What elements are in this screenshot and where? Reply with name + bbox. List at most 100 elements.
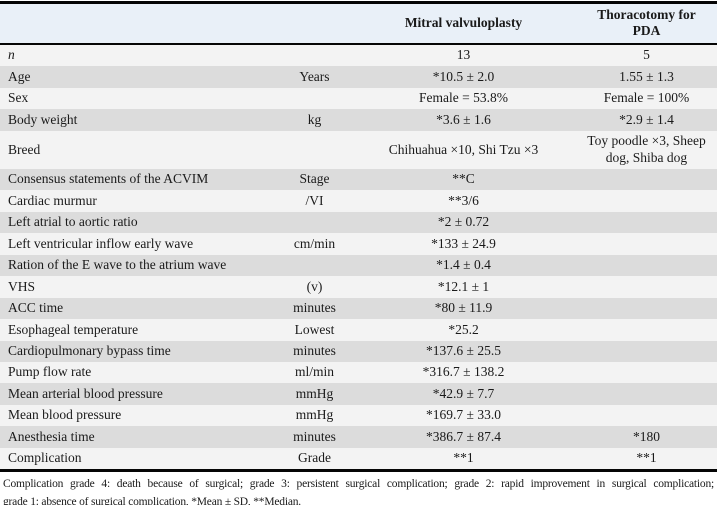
parameter-cell: Complication — [8, 450, 82, 466]
parameter-cell: Mean blood pressure — [8, 407, 122, 423]
mitral-valvuloplasty-value-cell: *12.1 ± 1 — [437, 278, 490, 294]
table-row: Left ventricular inflow early wave cm/mi… — [0, 233, 717, 255]
thoracotomy-pda-value-cell — [576, 319, 717, 340]
mitral-valvuloplasty-value-cell: 13 — [456, 47, 471, 63]
thoracotomy-pda-value-cell — [576, 212, 717, 233]
mitral-valvuloplasty-value-cell: Chihuahua ×10, Shi Tzu ×3 — [388, 141, 539, 157]
table-row: Consensus statements of the ACVIM Stage … — [0, 168, 717, 191]
unit-cell — [278, 44, 351, 66]
table-row: Cardiopulmonary bypass time minutes *137… — [0, 340, 717, 362]
thoracotomy-pda-value-cell: Toy poodle ×3, Sheep dog, Shiba dog — [587, 133, 706, 165]
header-thoracotomy-for-pda: Thoracotomy for PDA — [576, 2, 717, 45]
thoracotomy-pda-value-cell: Female = 100% — [603, 90, 690, 106]
comparison-table: Mitral valvuloplasty Thoracotomy for PDA… — [0, 1, 717, 473]
mitral-valvuloplasty-value-cell: **3/6 — [448, 192, 479, 208]
thoracotomy-pda-value-cell — [576, 190, 717, 211]
table-row: Ration of the E wave to the atrium wave … — [0, 254, 717, 277]
table-row: ACC time minutes *80 ± 11.9 — [0, 297, 717, 320]
parameter-cell: Left atrial to aortic ratio — [8, 214, 138, 230]
footnote-line-2: grade 1: absence of surgical complicatio… — [3, 495, 301, 505]
mitral-valvuloplasty-value-cell: *42.9 ± 7.7 — [432, 385, 495, 401]
thoracotomy-pda-value-cell: *2.9 ± 1.4 — [619, 111, 674, 127]
unit-cell: (v) — [306, 278, 323, 294]
parameter-cell: Body weight — [8, 111, 78, 127]
thoracotomy-pda-value-cell — [576, 169, 717, 190]
thoracotomy-pda-value-cell — [576, 341, 717, 362]
parameter-cell: Sex — [8, 90, 29, 106]
mitral-valvuloplasty-value-cell: **1 — [453, 450, 474, 466]
unit-cell: minutes — [293, 300, 336, 316]
unit-cell — [278, 212, 351, 233]
unit-cell: cm/min — [293, 235, 336, 251]
thoracotomy-pda-value-cell — [576, 362, 717, 383]
thoracotomy-pda-value-cell: 1.55 ± 1.3 — [619, 68, 674, 84]
thoracotomy-pda-value-cell — [576, 383, 717, 404]
table-row: Age Years *10.5 ± 2.0 1.55 ± 1.3 — [0, 66, 717, 88]
mitral-valvuloplasty-value-cell: *137.6 ± 25.5 — [426, 343, 501, 358]
mitral-valvuloplasty-value-cell: *386.7 ± 87.4 — [426, 428, 501, 444]
unit-cell: Stage — [299, 171, 330, 187]
mitral-valvuloplasty-value-cell: *2 ± 0.72 — [437, 214, 490, 230]
parameter-cell: Breed — [8, 141, 41, 157]
mitral-valvuloplasty-value-cell: *10.5 ± 2.0 — [432, 68, 495, 84]
mitral-valvuloplasty-value-cell: *316.7 ± 138.2 — [422, 364, 505, 380]
parameter-cell: Age — [8, 68, 31, 84]
mitral-valvuloplasty-value-cell: *25.2 — [448, 321, 479, 337]
thoracotomy-pda-value-cell — [576, 298, 717, 319]
footnote-line-1: Complication grade 4: death because of s… — [3, 478, 714, 491]
mitral-valvuloplasty-value-cell: **C — [452, 171, 475, 187]
table-row: Esophageal temperature Lowest *25.2 — [0, 319, 717, 341]
thoracotomy-pda-value-cell — [576, 233, 717, 254]
unit-cell — [278, 255, 351, 276]
parameter-cell: Cardiopulmonary bypass time — [8, 343, 171, 358]
table-row: Left atrial to aortic ratio *2 ± 0.72 — [0, 211, 717, 234]
unit-cell: /VI — [305, 192, 324, 208]
thoracotomy-pda-value-cell: **1 — [636, 450, 657, 466]
table-row: Pump flow rate ml/min *316.7 ± 138.2 — [0, 361, 717, 384]
mitral-valvuloplasty-value-cell: *80 ± 11.9 — [434, 300, 493, 316]
parameter-cell: Left ventricular inflow early wave — [8, 235, 194, 251]
unit-cell: kg — [307, 111, 322, 127]
table-row: Complication Grade **1 **1 — [0, 447, 717, 471]
parameter-cell: ACC time — [8, 300, 64, 316]
unit-cell: mmHg — [295, 407, 334, 423]
unit-cell: mmHg — [295, 385, 334, 401]
parameter-cell: Mean arterial blood pressure — [8, 385, 163, 401]
table-footnote: Complication grade 4: death because of s… — [0, 476, 717, 505]
thoracotomy-pda-value-cell — [576, 255, 717, 276]
parameter-cell: Cardiac murmur — [8, 192, 97, 208]
unit-cell: minutes — [293, 428, 336, 444]
thoracotomy-pda-value-cell: 5 — [643, 47, 650, 63]
parameter-cell: Ration of the E wave to the atrium wave — [8, 257, 227, 273]
unit-cell — [278, 131, 351, 169]
table-row: Body weight kg *3.6 ± 1.6 *2.9 ± 1.4 — [0, 109, 717, 131]
header-row: Mitral valvuloplasty Thoracotomy for PDA — [0, 2, 717, 45]
table-row: Mean arterial blood pressure mmHg *42.9 … — [0, 383, 717, 405]
parameter-cell: VHS — [8, 278, 36, 294]
unit-cell: Grade — [298, 450, 331, 466]
thoracotomy-pda-value-cell: *180 — [633, 428, 660, 444]
parameter-cell: Esophageal temperature — [8, 321, 139, 337]
parameter-cell: n — [8, 47, 15, 63]
table-row: n 13 5 — [0, 43, 717, 67]
header-parameter-empty — [0, 2, 278, 45]
thoracotomy-pda-value-cell — [576, 276, 717, 297]
table-row: Sex Female = 53.8% Female = 100% — [0, 87, 717, 110]
table-row: Mean blood pressure mmHg *169.7 ± 33.0 — [0, 404, 717, 427]
mitral-valvuloplasty-value-cell: *3.6 ± 1.6 — [436, 111, 491, 127]
mitral-valvuloplasty-value-cell: *133 ± 24.9 — [431, 235, 496, 251]
mitral-valvuloplasty-value-cell: *169.7 ± 33.0 — [426, 407, 501, 423]
parameter-cell: Pump flow rate — [8, 364, 92, 380]
parameter-cell: Consensus statements of the ACVIM — [8, 171, 209, 187]
unit-cell: Lowest — [294, 321, 335, 337]
table-row: Anesthesia time minutes *386.7 ± 87.4 *1… — [0, 426, 717, 448]
thoracotomy-pda-value-cell — [576, 405, 717, 426]
unit-cell: Years — [299, 68, 330, 84]
parameter-cell: Anesthesia time — [8, 428, 95, 444]
mitral-valvuloplasty-value-cell: Female = 53.8% — [419, 90, 508, 106]
table-row: Breed Chihuahua ×10, Shi Tzu ×3 Toy pood… — [0, 130, 717, 169]
unit-cell: minutes — [293, 343, 336, 358]
mitral-valvuloplasty-value-cell: *1.4 ± 0.4 — [436, 257, 491, 273]
unit-cell — [278, 88, 351, 109]
